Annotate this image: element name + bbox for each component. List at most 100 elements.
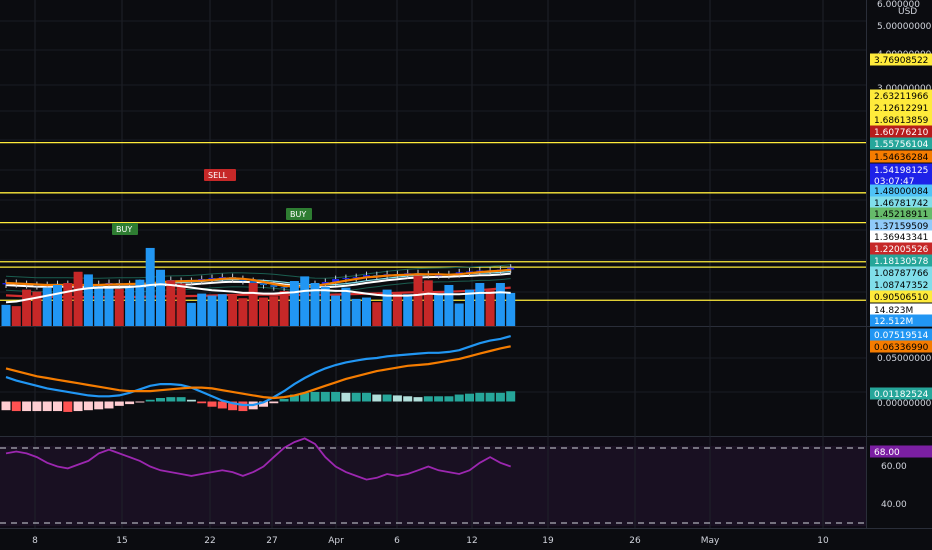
volume-bar	[392, 292, 402, 326]
macd-histogram-bar	[63, 401, 73, 412]
price-badge	[870, 290, 932, 303]
volume-bar	[362, 297, 371, 326]
price-badge	[870, 219, 932, 232]
volume-bar	[279, 290, 289, 326]
macd-histogram-bar	[42, 401, 52, 412]
macd-histogram-bar	[485, 392, 495, 402]
volume-bar	[135, 279, 145, 326]
price-unit-label: USD	[898, 7, 917, 17]
volume-bar	[320, 286, 330, 326]
price-badge-label: 1.46781742	[874, 199, 928, 209]
candle-body	[507, 267, 515, 270]
volume-bar	[42, 287, 52, 326]
macd-histogram-bar	[506, 391, 516, 402]
macd-histogram-bar	[269, 401, 279, 404]
price-badge-label: 3.76908522	[874, 56, 928, 66]
rsi-tick-label: 40.00	[881, 500, 907, 510]
volume-bar	[22, 289, 32, 326]
volume-bar	[475, 283, 485, 326]
price-badge-label: 1.45218911	[874, 210, 928, 220]
macd-tick-label: 0.05000000	[877, 354, 932, 364]
signal-sell-marker	[204, 169, 236, 181]
volume-bar	[403, 294, 413, 326]
macd-histogram-bar	[434, 396, 444, 402]
volume-bar	[125, 286, 135, 326]
macd-histogram-bar	[217, 401, 227, 409]
macd-histogram-bar	[423, 396, 433, 402]
price-tick-label: 3.00000000	[877, 84, 932, 94]
price-badge	[870, 184, 932, 197]
macd-histogram-bar	[1, 401, 11, 411]
volume-bar	[485, 290, 495, 326]
price-badge	[870, 254, 932, 267]
signal-buy-label: BUY	[116, 225, 132, 234]
macd-histogram-bar	[238, 401, 248, 412]
volume-bar	[94, 286, 104, 326]
price-badge	[870, 137, 932, 150]
volume-bar	[63, 283, 73, 326]
price-badge	[870, 53, 932, 66]
price-badge	[870, 207, 932, 220]
volume-bar	[506, 292, 516, 326]
volume-bar	[228, 294, 238, 326]
macd-histogram-bar	[22, 401, 32, 412]
volume-bar	[444, 284, 454, 326]
macd-histogram-bar	[372, 394, 382, 402]
rsi-tick-label: 60.00	[881, 462, 907, 472]
price-badge-label: 2.12612291	[874, 104, 928, 114]
time-axis-label: 19	[542, 536, 554, 546]
candle-body	[260, 283, 267, 286]
signal-buy-label: BUY	[290, 210, 306, 219]
price-badge	[870, 314, 932, 327]
rsi-badge-label: 68.00	[874, 448, 900, 458]
macd-histogram-bar	[11, 401, 21, 412]
macd-histogram-bar	[413, 397, 423, 402]
price-badge	[870, 278, 932, 291]
price-badge	[870, 266, 932, 279]
volume-bar	[465, 289, 474, 326]
volume-bar	[269, 296, 279, 326]
candle-body	[363, 275, 370, 278]
price-badge-label: 1.22005526	[874, 245, 929, 255]
rsi-line	[5, 437, 512, 481]
macd-histogram-bar	[135, 401, 145, 403]
time-axis-label: 12	[466, 536, 477, 546]
time-axis-label: 10	[817, 536, 829, 546]
volume-bar	[495, 283, 505, 326]
macd-histogram-bar	[83, 401, 93, 411]
volume-bar	[372, 302, 382, 326]
macd-histogram-bar	[259, 401, 268, 407]
price-badge	[870, 150, 932, 163]
price-badge-label: 12.512M	[874, 317, 913, 327]
volume-bar	[248, 283, 258, 326]
volume-bar	[423, 280, 433, 326]
macd-histogram-bar	[197, 401, 207, 404]
volume-bar	[413, 275, 423, 326]
volume-bar	[104, 287, 114, 326]
price-badge-label: 2.63211966	[874, 92, 929, 102]
macd-histogram-bar	[382, 394, 392, 402]
signal-sell-label: SELL	[208, 171, 228, 180]
price-badge-label: 1.54636284	[874, 153, 929, 163]
volume-bar	[186, 302, 196, 326]
macd-histogram-bar	[279, 398, 289, 402]
macd-badge-label: 0.06336990	[874, 343, 929, 353]
macd-histogram-bar	[331, 391, 341, 402]
price-badge-label: 1.68613859	[874, 116, 929, 126]
time-axis-label: 15	[116, 536, 127, 546]
price-badge-label: 1.08747352	[874, 281, 928, 291]
volume-bar	[310, 283, 320, 326]
price-badge	[870, 242, 932, 255]
macd-histogram-bar	[125, 401, 135, 405]
volume-bar	[11, 306, 21, 326]
macd-badge-label: 0.01182524	[874, 390, 929, 400]
volume-bar	[145, 247, 155, 326]
price-badge-label: 14.823M	[874, 306, 913, 316]
time-axis-label: Apr	[328, 536, 344, 546]
volume-bar	[341, 287, 351, 326]
macd-histogram-bar	[32, 401, 42, 412]
volume-bar	[217, 294, 227, 326]
macd-histogram-bar	[465, 393, 474, 402]
